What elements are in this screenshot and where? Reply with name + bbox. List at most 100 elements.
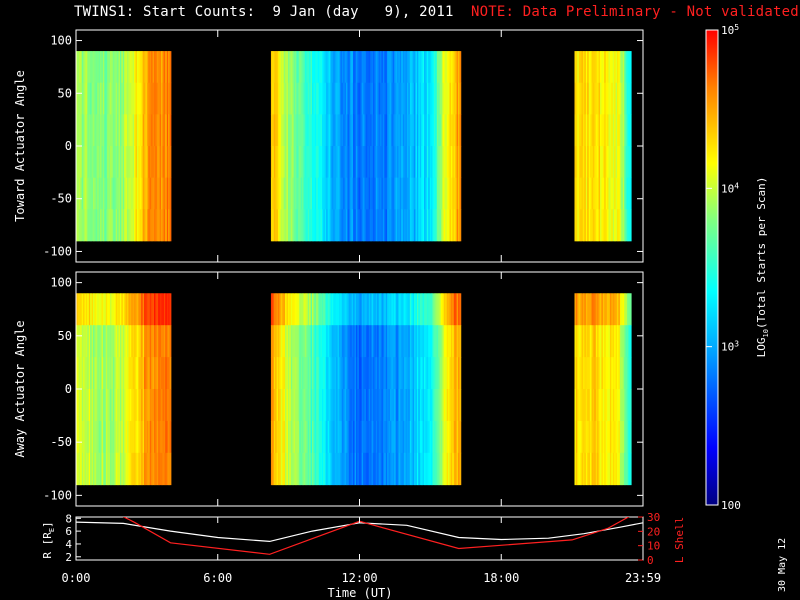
heatmap-cell [415,420,418,454]
heatmap-cell [100,51,102,84]
heatmap-cell [163,82,166,115]
heatmap-cell [585,420,588,454]
heatmap-cell [117,114,119,147]
heatmap-cell [426,51,429,84]
heatmap-cell [380,452,382,486]
heatmap-cell [277,293,280,326]
heatmap-cell [169,325,172,358]
heatmap-cell [303,420,306,454]
heatmap-cell [371,389,374,422]
heatmap-cell [358,177,361,210]
heatmap-cell [348,452,351,486]
heatmap-cell [105,293,108,326]
heatmap-cell [424,325,426,358]
heatmap-cell [370,82,372,115]
heatmap-cell [398,82,401,115]
heatmap-cell [360,114,363,147]
heatmap-cell [367,177,370,210]
heatmap-cell [107,420,110,454]
heatmap-cell [388,452,391,486]
heatmap-cell [293,420,296,454]
heatmap-cell [446,293,449,326]
heatmap-cell [161,114,163,147]
heatmap-cell [625,325,628,358]
heatmap-cell [270,146,273,179]
heatmap-cell [279,114,282,147]
heatmap-cell [90,389,92,422]
heatmap-cell [429,209,432,242]
heatmap-cell [327,325,330,358]
heatmap-cell [452,177,455,210]
heatmap-cell [105,452,108,486]
heatmap-cell [600,452,602,486]
heatmap-cell [165,114,168,147]
heatmap-cell [347,452,350,486]
heatmap-cell [582,420,585,454]
heatmap-cell [397,325,399,358]
heatmap-cell [91,114,94,147]
heatmap-cell [438,293,440,326]
heatmap-cell [450,325,453,358]
heatmap-cell [331,420,334,454]
heatmap-cell [353,357,355,390]
heatmap-cell [104,177,107,210]
heatmap-cell [102,420,105,454]
heatmap-cell [377,209,380,242]
heatmap-cell [626,325,629,358]
heatmap-cell [598,177,601,210]
heatmap-cell [87,452,90,486]
heatmap-cell [392,114,395,147]
heatmap-cell [279,146,282,179]
heatmap-cell [581,452,584,486]
heatmap-cell [443,146,446,179]
heatmap-cell [399,177,402,210]
heatmap-cell [307,114,310,147]
heatmap-cell [77,82,80,115]
heatmap-cell [404,420,406,454]
heatmap-cell [455,114,457,147]
heatmap-cell [380,357,382,390]
heatmap-cell [605,177,608,210]
heatmap-cell [422,357,425,390]
heatmap-cell [148,357,151,390]
heatmap-cell [432,420,435,454]
heatmap-cell [370,51,372,84]
heatmap-cell [402,177,405,210]
heatmap-cell [297,420,300,454]
heatmap-cell [605,357,608,390]
heatmap-cell [97,420,100,454]
heatmap-cell [580,51,582,84]
heatmap-cell [432,114,435,147]
heatmap-cell [432,293,435,326]
away-y-axis-label: Away Actuator Angle [13,320,27,457]
heatmap-cell [279,177,282,210]
heatmap-cell [107,209,110,242]
heatmap-cell [399,146,402,179]
heatmap-cell [433,82,436,115]
heatmap-cell [91,51,94,84]
heatmap-cell [411,325,414,358]
heatmap-cell [351,177,354,210]
heatmap-cell [416,389,419,422]
heatmap-cell [169,146,172,179]
heatmap-cell [105,146,108,179]
heatmap-cell [321,452,324,486]
heatmap-cell [290,325,293,358]
heatmap-cell [580,177,582,210]
heatmap-cell [385,114,388,147]
heatmap-cell [347,51,350,84]
heatmap-cell [402,420,405,454]
heatmap-cell [629,114,632,147]
heatmap-cell [384,389,387,422]
heatmap-cell [374,389,377,422]
heatmap-cell [90,325,92,358]
heatmap-cell [399,209,402,242]
heatmap-cell [158,420,161,454]
heatmap-cell [145,177,148,210]
title-main: TWINS1: Start Counts: 9 Jan (day 9), 201… [74,4,454,20]
heatmap-cell [441,146,443,179]
chart-title: TWINS1: Start Counts: 9 Jan (day 9), 201… [74,4,799,20]
heatmap-cell [148,114,151,147]
heatmap-cell [91,293,94,326]
heatmap-cell [577,420,580,454]
